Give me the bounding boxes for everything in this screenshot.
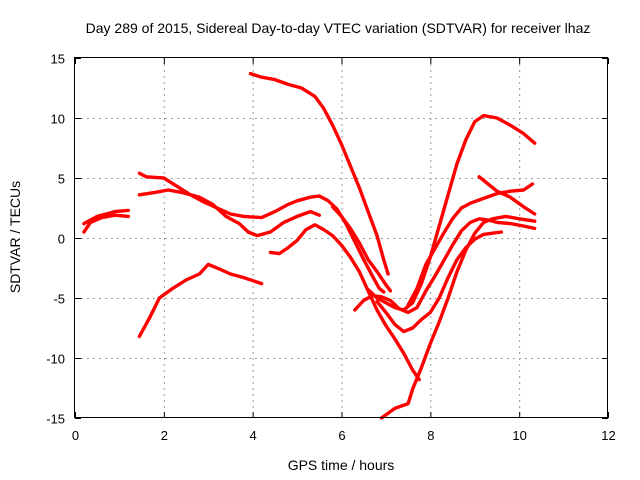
series-pass-h <box>330 205 393 293</box>
axis-ticks: 0 2 4 6 8 10 12 -15 -10 -5 0 5 10 15 <box>46 52 616 444</box>
chart-title: Day 289 of 2015, Sidereal Day-to-day VTE… <box>86 20 591 36</box>
y-tick-label: 5 <box>58 172 65 187</box>
series-pass-i <box>353 217 537 315</box>
series-pass-k <box>375 230 504 334</box>
x-tick-label: 2 <box>161 428 168 443</box>
y-tick-label: 15 <box>51 52 65 67</box>
series-pass-f <box>248 71 390 276</box>
x-tick-label: 10 <box>512 428 526 443</box>
series-layer <box>82 71 537 420</box>
x-tick-label: 8 <box>427 428 434 443</box>
x-tick-label: 6 <box>338 428 345 443</box>
y-tick-label: 10 <box>51 112 65 127</box>
series-pass-l <box>379 214 537 420</box>
series-pass-j <box>366 113 537 312</box>
plot-frame <box>74 57 608 418</box>
series-pass-g <box>268 223 421 382</box>
y-tick-label: -15 <box>46 412 65 427</box>
series-pass-e <box>137 188 321 238</box>
x-tick-label: 0 <box>72 428 79 443</box>
series-pass-a <box>82 213 131 234</box>
series-pass-c <box>137 262 264 339</box>
y-tick-label: 0 <box>58 232 65 247</box>
y-tick-label: -10 <box>46 352 65 367</box>
y-tick-label: -5 <box>53 292 65 307</box>
y-axis-label: SDTVAR / TECUs <box>7 181 23 293</box>
x-tick-label: 12 <box>601 428 615 443</box>
grid <box>75 58 608 418</box>
series-pass-b <box>82 208 131 226</box>
series-pass-n <box>477 175 537 216</box>
series-pass-m <box>406 182 535 307</box>
x-axis-label: GPS time / hours <box>288 457 395 473</box>
x-tick-label: 4 <box>250 428 257 443</box>
